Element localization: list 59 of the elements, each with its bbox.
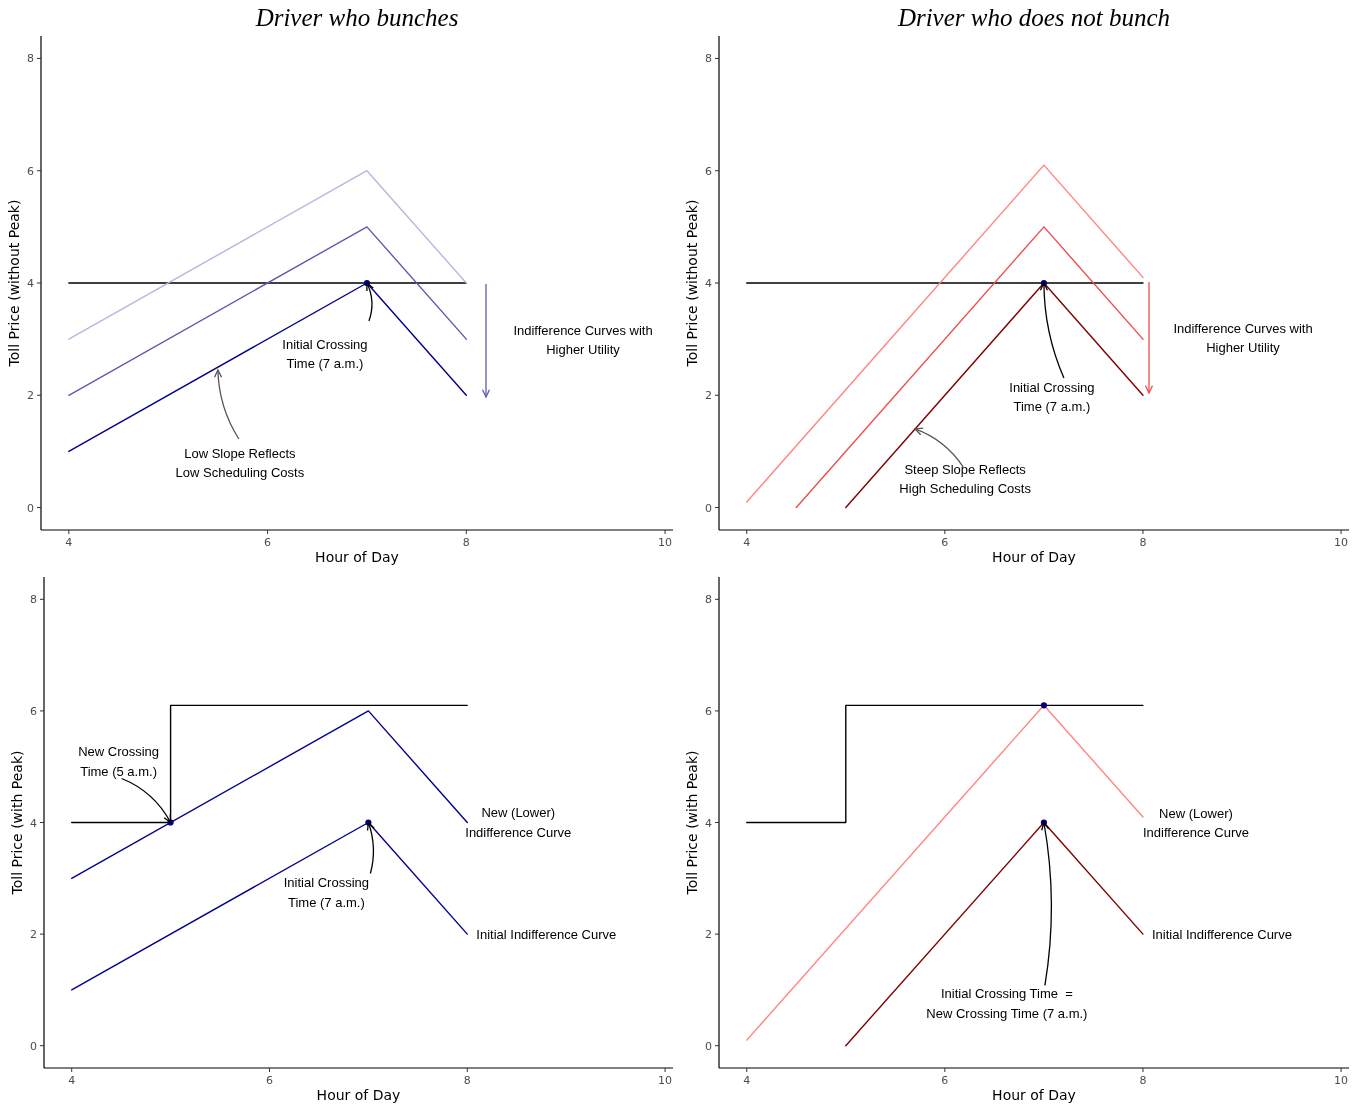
annotation: Initial Crossing Time (7 a.m.) — [1009, 379, 1095, 415]
x-tick-label: 10 — [1334, 1074, 1349, 1087]
y-tick-label: 0 — [27, 501, 34, 515]
y-tick-label: 8 — [705, 593, 712, 607]
y-axis-title: Toll Price (without Peak) — [684, 199, 700, 368]
x-axis-title: Hour of Day — [316, 1087, 401, 1103]
x-tick-label: 10 — [658, 1074, 673, 1087]
chart-title: Driver who bunches — [254, 4, 459, 31]
y-axis-title: Toll Price (without Peak) — [6, 199, 22, 368]
y-tick-label: 4 — [705, 277, 712, 290]
x-tick-label: 10 — [1334, 536, 1349, 549]
annotation: Initial Indifference Curve — [476, 926, 617, 942]
annotation: Initial Crossing Time (7 a.m.) — [283, 875, 370, 910]
y-tick-label: 8 — [705, 52, 712, 66]
y-tick-label: 0 — [705, 501, 712, 515]
x-axis-title: Hour of Day — [992, 1087, 1076, 1103]
x-tick-label: 8 — [1139, 536, 1147, 549]
annotation: Initial Indifference Curve — [1151, 926, 1292, 942]
annotation: New Crossing Time (5 a.m.) — [78, 744, 160, 779]
x-tick-label: 6 — [941, 1074, 949, 1087]
annotation: Low Slope Reflects Low Scheduling Costs — [175, 445, 305, 481]
y-tick-label: 4 — [27, 277, 34, 290]
y-axis-title: Toll Price (with Peak) — [684, 750, 700, 896]
x-tick-label: 4 — [65, 536, 73, 549]
x-tick-label: 6 — [265, 1074, 273, 1087]
x-tick-label: 4 — [743, 536, 751, 549]
x-tick-label: 8 — [463, 1074, 471, 1087]
annotation: New (Lower) Indifference Curve — [465, 805, 572, 840]
y-tick-label: 8 — [30, 593, 37, 607]
annotation: Indifference Curves with Higher Utility — [513, 322, 653, 358]
y-tick-label: 6 — [27, 164, 34, 178]
y-tick-label: 4 — [30, 816, 37, 830]
x-axis-title: Hour of Day — [992, 549, 1076, 565]
y-tick-label: 2 — [30, 928, 37, 942]
y-tick-label: 0 — [30, 1039, 37, 1053]
annotation: Initial Crossing Time (7 a.m.) — [282, 336, 368, 372]
x-tick-label: 8 — [462, 536, 470, 549]
y-axis-title: Toll Price (with Peak) — [9, 750, 25, 896]
chart-title: Driver who does not bunch — [896, 4, 1171, 31]
y-tick-label: 8 — [27, 52, 34, 66]
y-tick-label: 6 — [705, 704, 712, 718]
x-tick-label: 10 — [658, 536, 673, 549]
annotation: Initial Crossing Time = New Crossing Time (7 a.m.) — [926, 986, 1088, 1021]
y-tick-label: 6 — [30, 704, 37, 718]
y-tick-label: 2 — [705, 928, 712, 942]
y-tick-label: 0 — [705, 1039, 712, 1053]
annotation: New (Lower) Indifference Curve — [1142, 805, 1249, 841]
x-tick-label: 8 — [1139, 1074, 1147, 1087]
y-tick-label: 6 — [705, 164, 712, 178]
y-tick-label: 2 — [27, 389, 34, 403]
x-tick-label: 6 — [941, 536, 949, 549]
x-tick-label: 4 — [743, 1074, 751, 1087]
x-axis-title: Hour of Day — [315, 549, 399, 565]
annotation: Steep Slope Reflects High Scheduling Costs — [899, 461, 1032, 497]
x-tick-label: 6 — [264, 536, 272, 549]
annotation: Indifference Curves with Higher Utility — [1173, 320, 1313, 356]
y-tick-label: 2 — [705, 389, 712, 403]
x-tick-label: 4 — [68, 1074, 76, 1087]
y-tick-label: 4 — [705, 816, 712, 830]
